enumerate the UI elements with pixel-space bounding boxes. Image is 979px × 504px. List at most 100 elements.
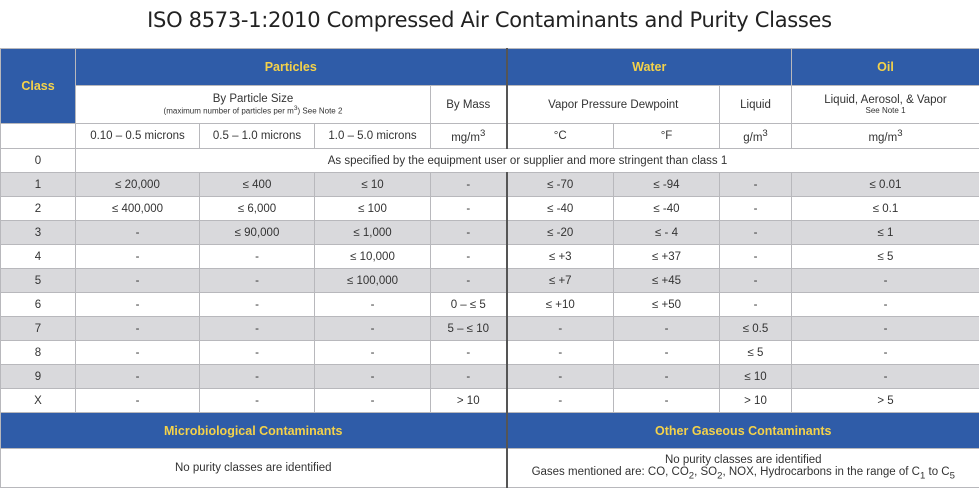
class0-text: As specified by the equipment user or su… (75, 148, 979, 173)
unit: 0.5 – 1.0 microns (212, 130, 302, 142)
note: (maximum number of particles per m3) See… (77, 105, 430, 116)
blank (0, 123, 76, 149)
value-cell: - (430, 340, 508, 365)
footer-title: Other Gaseous Contaminants (506, 412, 979, 449)
value-cell: - (791, 340, 979, 365)
value-cell: - (75, 244, 200, 269)
value-cell: - (430, 196, 508, 221)
footer-text: No purity classes are identified (664, 454, 822, 467)
value-cell: - (719, 220, 792, 245)
value-cell: ≤ -20 (506, 220, 614, 245)
subheader: Liquid, Aerosol, & Vapor See Note 1 (791, 85, 979, 124)
value-cell: - (791, 268, 979, 293)
value-cell: ≤ 5 (791, 244, 979, 269)
value-cell: ≤ -70 (506, 172, 614, 197)
value-cell: - (719, 196, 792, 221)
value-cell: ≤ 0.1 (791, 196, 979, 221)
value-cell: - (314, 340, 431, 365)
value-cell: ≤ +3 (506, 244, 614, 269)
class-cell: 1 (0, 172, 76, 197)
class-cell: 4 (0, 244, 76, 269)
unit: g/m (743, 131, 763, 144)
value-cell: - (75, 340, 200, 365)
text: , NOX, Hydrocarbons in the range of C (722, 466, 920, 479)
data-row: X - - - > 10- - > 10 > 5 (0, 388, 979, 413)
value-cell: - (430, 268, 508, 293)
group-header: Water (506, 48, 792, 86)
label: Liquid, Aerosol, & Vapor (824, 94, 947, 106)
class-header: Class (0, 48, 76, 124)
sup: 3 (293, 105, 298, 113)
value-cell: - (719, 172, 792, 197)
data-row: 5- - ≤ 100,000- ≤ +7 ≤ +45- - (0, 268, 979, 293)
class-cell: X (0, 388, 76, 413)
value-cell: ≤ -40 (613, 196, 720, 221)
unit-cell: 1.0 – 5.0 microns (314, 123, 431, 149)
page-title: ISO 8573-1:2010 Compressed Air Contamina… (147, 8, 832, 32)
value-cell: - (719, 292, 792, 317)
class-cell: 0 (0, 148, 76, 173)
unit-cell: °C (506, 123, 614, 149)
footer-body-row: No purity classes are identified No purit… (0, 448, 979, 488)
value-cell: - (791, 292, 979, 317)
unit-cell: 0.5 – 1.0 microns (199, 123, 315, 149)
label: By Particle Size (212, 93, 294, 106)
unit: °C (553, 130, 567, 142)
value-cell: ≤ 400 (199, 172, 315, 197)
unit: °F (660, 130, 673, 142)
value-cell: - (430, 244, 508, 269)
value-cell: ≤ 400,000 (75, 196, 200, 221)
unit-cell: g/m3 (719, 123, 792, 149)
value-cell: ≤ +50 (613, 292, 720, 317)
value-cell: ≤ 10,000 (314, 244, 431, 269)
value-cell: ≤ 100,000 (314, 268, 431, 293)
value-cell: ≤ -40 (506, 196, 614, 221)
subheader: By Mass (430, 85, 508, 124)
subheader: Vapor Pressure Dewpoint (506, 85, 720, 124)
value-cell: - (506, 316, 614, 341)
value-cell: - (314, 364, 431, 389)
class-cell: 2 (0, 196, 76, 221)
footer-text: No purity classes are identified (0, 448, 508, 488)
footer-title-row: Microbiological Contaminants Other Gaseou… (0, 412, 979, 449)
value-cell: - (613, 316, 720, 341)
subheader: By Particle Size (maximum number of parti… (75, 85, 431, 124)
value-cell: > 10 (719, 388, 792, 413)
value-cell: ≤ 100 (314, 196, 431, 221)
value-cell: ≤ 20,000 (75, 172, 200, 197)
value-cell: - (199, 388, 315, 413)
data-row: 7---5 – ≤ 10- - ≤ 0.5- (0, 316, 979, 341)
value-cell: - (314, 292, 431, 317)
value-cell: - (791, 316, 979, 341)
value-cell: - (75, 268, 200, 293)
data-row: 6---0 – ≤ 5 ≤ +10 ≤ +50- - (0, 292, 979, 317)
unit: 0.10 – 0.5 microns (90, 130, 185, 142)
data-row: 8- - - - - - ≤ 5- (0, 340, 979, 365)
unit-cell: 0.10 – 0.5 microns (75, 123, 200, 149)
value-cell: - (314, 388, 431, 413)
value-cell: - (430, 220, 508, 245)
data-row: 4- - ≤ 10,000- ≤ +3 ≤ +37- ≤ 5 (0, 244, 979, 269)
value-cell: ≤ 6,000 (199, 196, 315, 221)
value-cell: - (75, 316, 200, 341)
class-cell: 5 (0, 268, 76, 293)
value-cell: 0 – ≤ 5 (430, 292, 508, 317)
value-cell: ≤ 10 (719, 364, 792, 389)
value-cell: ≤ 5 (719, 340, 792, 365)
unit-cell: mg/m3 (791, 123, 979, 149)
footer-title: Microbiological Contaminants (0, 412, 508, 449)
note: See Note 1 (865, 106, 906, 115)
value-cell: - (199, 244, 315, 269)
value-cell: - (199, 340, 315, 365)
value-cell: - (613, 340, 720, 365)
note-text: (maximum number of particles per m (163, 106, 294, 116)
value-cell: ≤ +7 (506, 268, 614, 293)
value-cell: - (506, 364, 614, 389)
value-cell: - (430, 172, 508, 197)
value-cell: ≤ 1,000 (314, 220, 431, 245)
text: Gases mentioned are: CO, CO (531, 466, 689, 479)
class-cell: 6 (0, 292, 76, 317)
value-cell: - (75, 364, 200, 389)
value-cell: - (75, 388, 200, 413)
